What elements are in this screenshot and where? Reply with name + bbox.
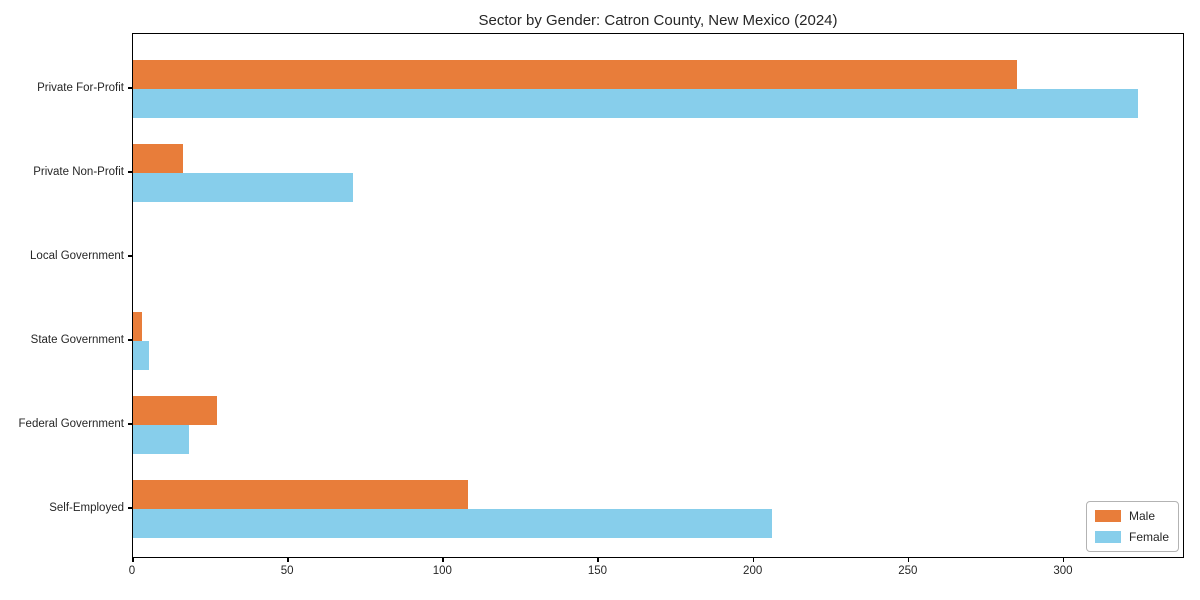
legend-label: Female <box>1128 530 1169 544</box>
y-tick-label: Local Government <box>30 250 124 262</box>
bar-male-0 <box>133 60 1018 89</box>
x-tick-mark <box>132 558 134 562</box>
y-tick-mark <box>128 87 132 89</box>
legend: Male Female <box>1085 501 1179 552</box>
bar-male-3 <box>133 312 143 341</box>
legend-entry-female: Female <box>1094 530 1169 544</box>
x-tick-label: 50 <box>280 565 294 577</box>
y-tick-mark <box>128 507 132 509</box>
bar-female-1 <box>133 173 354 202</box>
y-tick-label: Federal Government <box>18 418 124 430</box>
y-tick-mark <box>128 171 132 173</box>
x-tick-label: 150 <box>587 565 608 577</box>
x-tick-mark <box>907 558 910 562</box>
y-tick-label: State Government <box>30 334 124 346</box>
x-tick-label: 250 <box>898 565 918 577</box>
bar-female-3 <box>133 341 149 370</box>
x-tick-label: 200 <box>743 565 763 577</box>
bar-male-5 <box>133 480 469 509</box>
bar-male-4 <box>133 396 217 425</box>
y-tick-mark <box>128 255 132 257</box>
x-tick-mark <box>442 558 444 562</box>
y-tick-mark <box>128 423 132 425</box>
x-tick-mark <box>752 558 755 562</box>
legend-swatch-female <box>1094 531 1121 543</box>
x-tick-mark <box>1062 558 1065 562</box>
legend-label: Male <box>1128 509 1155 523</box>
y-tick-label: Private Non-Profit <box>33 166 124 178</box>
legend-entry-male: Male <box>1094 509 1169 523</box>
x-tick-mark <box>287 558 289 562</box>
plot-area: Male Female <box>132 33 1184 558</box>
x-tick-mark <box>597 558 599 562</box>
y-tick-label: Self-Employed <box>49 502 124 514</box>
x-tick-label: 0 <box>128 565 136 577</box>
x-tick-label: 300 <box>1053 565 1073 577</box>
chart-title: Sector by Gender: Catron County, New Mex… <box>478 12 838 29</box>
y-tick-label: Private For-Profit <box>37 82 124 94</box>
bar-female-5 <box>133 509 773 538</box>
bar-male-1 <box>133 144 183 173</box>
x-tick-label: 100 <box>432 565 452 577</box>
legend-swatch-male <box>1094 510 1121 522</box>
y-tick-mark <box>128 339 132 341</box>
bar-female-4 <box>133 425 189 454</box>
bar-female-0 <box>133 89 1139 118</box>
